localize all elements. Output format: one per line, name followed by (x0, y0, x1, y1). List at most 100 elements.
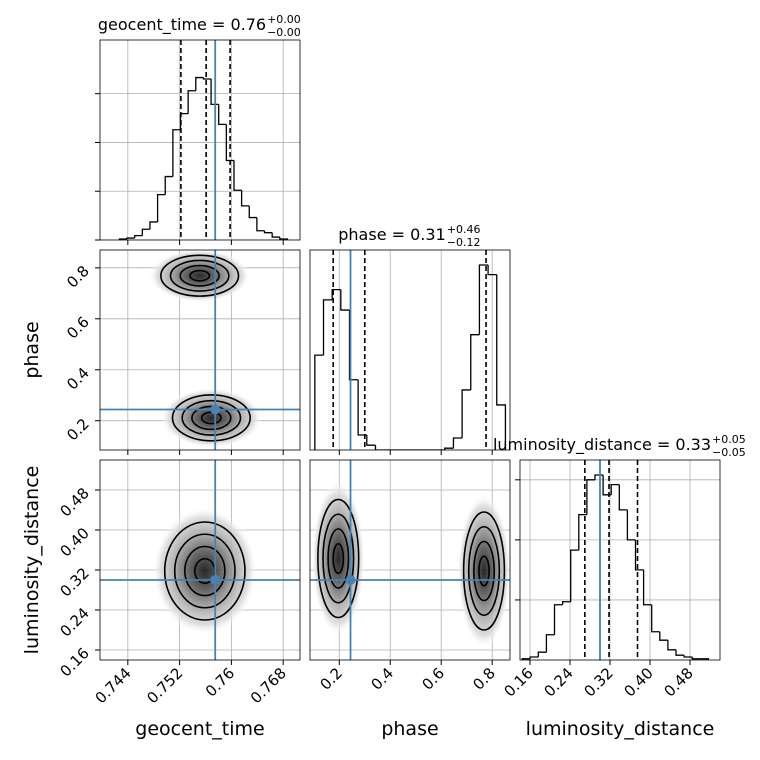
contour (322, 513, 355, 604)
contour (179, 264, 220, 287)
histogram-step (691, 656, 701, 660)
x-tick-label: 0.752 (143, 664, 186, 707)
histogram-bar (150, 222, 158, 240)
histogram-step (529, 656, 539, 659)
y-tick-label: 0.48 (56, 484, 92, 520)
histogram-step (164, 175, 173, 195)
title-sup: +0.05 (712, 433, 746, 446)
histogram-step (126, 237, 135, 240)
histogram-step (561, 601, 571, 605)
truth-point (210, 575, 221, 585)
histogram-step (659, 631, 668, 641)
histogram-bar (644, 605, 652, 660)
histogram-bar (158, 195, 166, 240)
contour (163, 521, 246, 621)
histogram-step (578, 514, 587, 551)
histogram-bar (315, 355, 324, 450)
histogram-bar (462, 390, 471, 450)
panel-content (310, 460, 510, 660)
x-axis-label: luminosity_distance (526, 718, 715, 740)
x-tick-label: 0.4 (367, 664, 397, 694)
histogram-bar (196, 78, 204, 240)
y-tick-label: 0.24 (56, 604, 92, 640)
histogram-bar (219, 124, 227, 240)
histogram-bar (546, 635, 554, 660)
title-sup: +0.46 (447, 223, 481, 236)
panel (309, 249, 511, 455)
histogram-step (626, 509, 636, 541)
density (160, 388, 262, 448)
panel-content (520, 460, 720, 660)
histogram-step (322, 299, 333, 356)
panel-frame (309, 249, 511, 451)
histogram-step (478, 264, 489, 335)
panel-content (314, 250, 507, 450)
panel-frame (99, 459, 301, 661)
x-tick-label: 0.2 (317, 664, 347, 694)
histogram-step (586, 479, 595, 515)
histogram-step (331, 288, 341, 300)
density (152, 507, 258, 635)
title-sup: +0.00 (267, 13, 301, 26)
y-tick-label: 0.16 (56, 644, 92, 680)
histogram-bar (242, 206, 250, 240)
histogram-step (496, 274, 507, 450)
x-tick-label: 0.768 (247, 664, 290, 707)
histogram-step (374, 445, 385, 450)
histogram-bar (257, 231, 265, 240)
contour (173, 533, 236, 609)
histogram-step (348, 310, 359, 381)
histogram-step (642, 569, 652, 606)
contour (462, 511, 506, 631)
histogram-step (634, 539, 644, 571)
histogram-step (683, 655, 693, 658)
histogram-bar (265, 233, 273, 240)
histogram-step (225, 124, 234, 162)
histogram-step (461, 389, 471, 438)
histogram-bar (611, 485, 619, 660)
histogram-step (195, 76, 204, 91)
histogram-bar (234, 190, 242, 240)
histogram-bar (595, 475, 603, 660)
contour (183, 545, 226, 597)
density (149, 250, 251, 303)
histogram-step (156, 193, 166, 222)
y-axis-label: phase (21, 321, 43, 378)
panel (95, 39, 301, 245)
x-tick-label: 0.48 (660, 664, 696, 700)
x-tick-label: 0.76 (202, 664, 238, 700)
histogram-step (366, 434, 376, 446)
histogram-step (279, 237, 289, 240)
histogram-step (314, 354, 324, 450)
histogram-step (553, 604, 563, 635)
histogram-step (271, 232, 280, 238)
histogram-bar (538, 652, 546, 660)
y-tick-label: 0.32 (56, 564, 92, 600)
y-axis-label: luminosity_distance (21, 466, 43, 655)
histogram-bar (367, 445, 376, 450)
histogram-step (233, 160, 242, 191)
x-tick-label: 0.32 (580, 664, 616, 700)
histogram-step (248, 205, 257, 219)
title-sub: −0.05 (712, 446, 746, 459)
histogram-bar (135, 236, 143, 240)
panel (95, 249, 301, 455)
histogram-bar (324, 300, 333, 450)
panel-title: geocent_time = 0.76 (98, 15, 266, 35)
x-tick-label: 0.8 (469, 664, 499, 694)
histogram-bar (660, 640, 668, 660)
contour (171, 394, 251, 442)
histogram-step (134, 234, 143, 239)
contour (169, 259, 230, 292)
y-tick-label: 0.4 (63, 364, 93, 394)
contour (160, 254, 240, 297)
panel-content (100, 40, 300, 240)
histogram-step (570, 549, 579, 602)
histogram-step (240, 190, 250, 207)
panel (515, 459, 721, 665)
y-tick-label: 0.2 (63, 415, 93, 445)
panel-title: luminosity_distance = 0.33 (493, 435, 711, 455)
x-tick-label: 0.16 (500, 664, 536, 700)
x-tick-label: 0.6 (418, 664, 448, 694)
